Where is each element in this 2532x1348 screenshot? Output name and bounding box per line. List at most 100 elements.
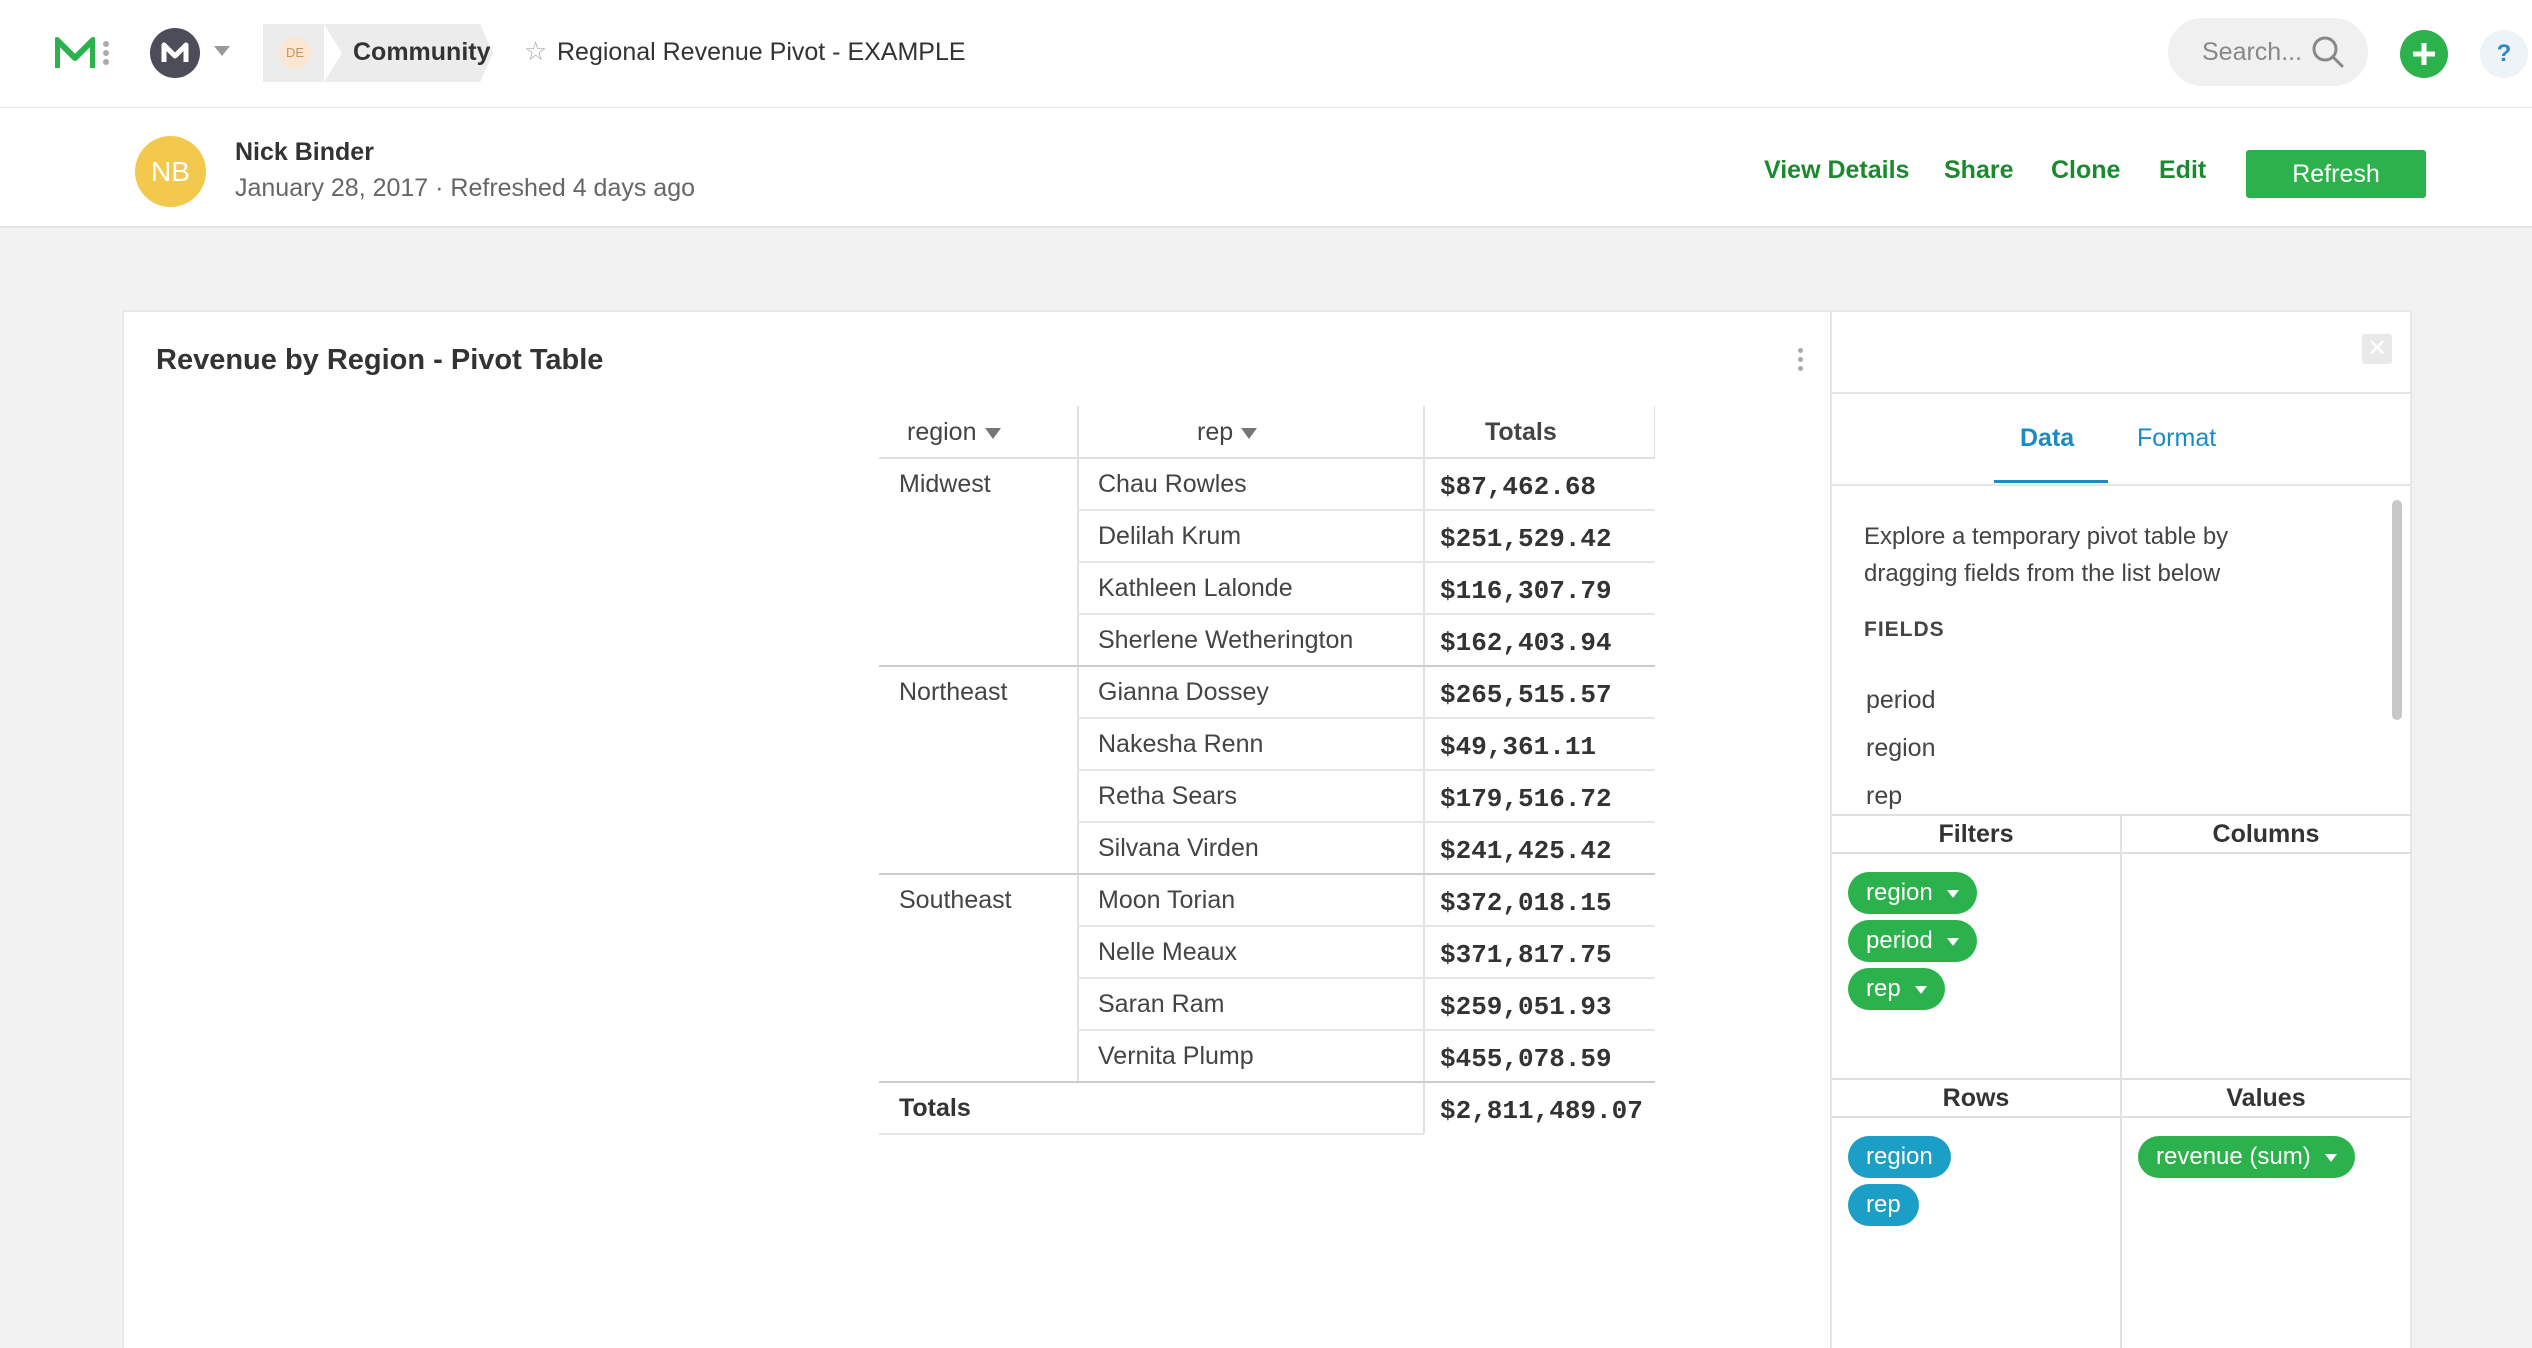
field-item[interactable]: rep bbox=[1866, 782, 1903, 810]
avatar[interactable]: NB bbox=[135, 136, 206, 207]
region-cell: Midwest bbox=[899, 470, 991, 498]
tab-data[interactable]: Data bbox=[2020, 424, 2075, 452]
rep-header-label: rep bbox=[1197, 418, 1234, 446]
pill-label: period bbox=[1866, 927, 1933, 954]
filter-pill-period[interactable]: period bbox=[1848, 920, 1977, 962]
report-meta: January 28, 2017 · Refreshed 4 days ago bbox=[235, 174, 696, 202]
rep-cell: Chau Rowles bbox=[1098, 470, 1247, 498]
total-cell: $162,403.94 bbox=[1440, 628, 1612, 658]
search-input[interactable]: Search... bbox=[2168, 18, 2368, 86]
row-pill-rep[interactable]: rep bbox=[1848, 1184, 1919, 1226]
card-title: Revenue by Region - Pivot Table bbox=[156, 344, 604, 376]
filter-icon[interactable] bbox=[984, 427, 1001, 439]
divider bbox=[1832, 814, 2412, 816]
rep-cell: Kathleen Lalonde bbox=[1098, 574, 1293, 602]
divider bbox=[1832, 852, 2412, 854]
share-button[interactable]: Share bbox=[1944, 156, 2014, 184]
pivot-side-panel: ✕ Data Format Explore a temporary pivot … bbox=[1830, 312, 2412, 1348]
plus-icon bbox=[2413, 43, 2435, 65]
panel-intro-text: Explore a temporary pivot table by dragg… bbox=[1864, 523, 2229, 587]
rep-cell: Saran Ram bbox=[1098, 990, 1225, 1018]
divider bbox=[1832, 484, 2412, 486]
search-icon bbox=[2312, 36, 2344, 68]
chevron-down-icon[interactable] bbox=[2324, 1153, 2337, 1162]
rep-header[interactable]: rep bbox=[1197, 418, 1258, 470]
breadcrumb-community[interactable]: Community bbox=[333, 24, 493, 82]
chevron-down-icon[interactable] bbox=[1946, 889, 1959, 898]
pivot-gridlines bbox=[879, 406, 1655, 1135]
value-pill-revenue[interactable]: revenue (sum) bbox=[2138, 1136, 2355, 1178]
close-icon[interactable]: ✕ bbox=[2362, 334, 2392, 364]
chevron-down-icon[interactable] bbox=[1946, 937, 1959, 946]
search-placeholder: Search... bbox=[2202, 38, 2303, 66]
region-header[interactable]: region bbox=[907, 418, 1001, 470]
filters-zone-title: Filters bbox=[1938, 820, 2014, 848]
app-menu-dots-icon[interactable] bbox=[102, 40, 110, 66]
total-cell: $265,515.57 bbox=[1440, 680, 1612, 710]
pill-label: revenue (sum) bbox=[2156, 1143, 2311, 1170]
filter-pill-rep[interactable]: rep bbox=[1848, 968, 1945, 1010]
fields-scrollbar[interactable] bbox=[2388, 488, 2406, 818]
chevron-down-icon[interactable] bbox=[1914, 985, 1927, 994]
region-cell: Northeast bbox=[899, 678, 1008, 706]
filter-icon[interactable] bbox=[1241, 427, 1258, 439]
total-cell: $259,051.93 bbox=[1440, 992, 1612, 1022]
rep-cell: Retha Sears bbox=[1098, 782, 1237, 810]
author-name[interactable]: Nick Binder bbox=[235, 138, 374, 166]
total-cell: $116,307.79 bbox=[1440, 576, 1612, 606]
grand-total-label: Totals bbox=[899, 1094, 971, 1122]
report-header: NB Nick Binder January 28, 2017 · Refres… bbox=[0, 108, 2532, 228]
fields-heading: FIELDS bbox=[1864, 618, 1945, 641]
total-cell: $371,817.75 bbox=[1440, 940, 1612, 970]
rep-cell: Gianna Dossey bbox=[1098, 678, 1269, 706]
tab-format[interactable]: Format bbox=[2137, 424, 2217, 452]
divider bbox=[1832, 392, 2412, 394]
star-icon[interactable]: ☆ bbox=[524, 36, 548, 66]
breadcrumb-label: Community bbox=[353, 38, 491, 66]
grand-total-value: $2,811,489.07 bbox=[1440, 1096, 1643, 1126]
totals-header: Totals bbox=[1485, 418, 1557, 446]
total-cell: $179,516.72 bbox=[1440, 784, 1612, 814]
filter-pill-region[interactable]: region bbox=[1848, 872, 1977, 914]
refresh-button[interactable]: Refresh bbox=[2246, 150, 2426, 198]
total-cell: $455,078.59 bbox=[1440, 1044, 1612, 1074]
field-item[interactable]: period bbox=[1866, 686, 1936, 714]
workspace-avatar[interactable] bbox=[150, 28, 200, 78]
rows-zone-title: Rows bbox=[1942, 1084, 2010, 1112]
field-item[interactable]: region bbox=[1866, 734, 1936, 762]
pill-label: rep bbox=[1866, 975, 1901, 1002]
columns-zone-title: Columns bbox=[2212, 820, 2320, 848]
divider bbox=[1832, 1116, 2412, 1118]
space-badge: DE bbox=[279, 37, 311, 69]
total-cell: $49,361.11 bbox=[1440, 732, 1597, 762]
help-button[interactable]: ? bbox=[2480, 30, 2528, 78]
rep-cell: Delilah Krum bbox=[1098, 522, 1242, 550]
pill-label: region bbox=[1866, 879, 1933, 906]
divider bbox=[2120, 814, 2122, 1348]
view-details-button[interactable]: View Details bbox=[1764, 156, 1910, 184]
kebab-menu-icon[interactable] bbox=[1798, 348, 1806, 375]
workspace-caret-icon[interactable] bbox=[214, 46, 230, 56]
clone-button[interactable]: Clone bbox=[2051, 156, 2121, 184]
rep-cell: Vernita Plump bbox=[1098, 1042, 1254, 1070]
mode-logo-icon[interactable] bbox=[55, 36, 95, 70]
new-button[interactable] bbox=[2400, 30, 2448, 78]
pill-label: region bbox=[1866, 1143, 1933, 1170]
workspace-m-icon bbox=[161, 42, 189, 62]
total-cell: $251,529.42 bbox=[1440, 524, 1612, 554]
active-tab-indicator bbox=[1994, 480, 2108, 483]
divider bbox=[1832, 1078, 2412, 1080]
region-cell: Southeast bbox=[899, 886, 1012, 914]
edit-button[interactable]: Edit bbox=[2159, 156, 2207, 184]
region-header-label: region bbox=[907, 418, 977, 446]
row-pill-region[interactable]: region bbox=[1848, 1136, 1951, 1178]
values-zone-title: Values bbox=[2226, 1084, 2306, 1112]
rep-cell: Nelle Meaux bbox=[1098, 938, 1237, 966]
top-navigation: DE Community ☆ Regional Revenue Pivot - … bbox=[0, 0, 2532, 109]
report-card: Revenue by Region - Pivot Table reg bbox=[122, 310, 2412, 1348]
rep-cell: Nakesha Renn bbox=[1098, 730, 1264, 758]
rep-cell: Moon Torian bbox=[1098, 886, 1236, 914]
total-cell: $87,462.68 bbox=[1440, 472, 1597, 502]
pill-label: rep bbox=[1866, 1191, 1901, 1218]
rep-cell: Sherlene Wetherington bbox=[1098, 626, 1354, 654]
